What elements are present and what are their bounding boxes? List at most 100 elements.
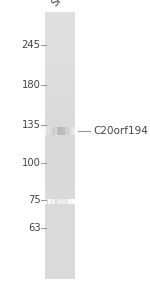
Bar xyxy=(45,116,75,119)
Bar xyxy=(63,127,64,135)
Bar xyxy=(66,199,67,204)
Bar xyxy=(61,127,62,135)
Bar xyxy=(45,159,75,161)
Bar xyxy=(45,244,75,246)
Bar xyxy=(45,41,75,43)
Bar xyxy=(61,127,62,135)
Bar xyxy=(56,199,57,204)
Bar xyxy=(58,199,59,204)
Bar xyxy=(45,257,75,259)
Bar xyxy=(45,230,75,232)
Bar xyxy=(50,127,51,135)
Bar xyxy=(65,199,66,204)
Bar xyxy=(45,23,75,25)
Bar xyxy=(45,177,75,179)
Bar xyxy=(58,127,59,135)
Bar xyxy=(45,221,75,223)
Bar xyxy=(45,168,75,170)
Text: SH-SY5Y: SH-SY5Y xyxy=(50,0,87,9)
Bar xyxy=(74,199,75,204)
Bar xyxy=(45,248,75,250)
Bar xyxy=(45,259,75,262)
Bar xyxy=(45,65,75,67)
Bar xyxy=(45,275,75,277)
Bar xyxy=(45,141,75,143)
Bar xyxy=(45,34,75,36)
Bar xyxy=(45,239,75,241)
Bar xyxy=(45,219,75,221)
Bar xyxy=(45,210,75,213)
Bar xyxy=(45,181,75,183)
Bar xyxy=(45,154,75,157)
Bar xyxy=(68,127,69,135)
Bar xyxy=(51,127,52,135)
Bar xyxy=(45,183,75,186)
Bar xyxy=(54,127,55,135)
Bar xyxy=(45,273,75,275)
Bar xyxy=(45,38,75,41)
Bar xyxy=(45,204,75,206)
Bar xyxy=(45,63,75,65)
Text: 75: 75 xyxy=(28,195,40,205)
Bar xyxy=(45,94,75,96)
Bar xyxy=(45,166,75,168)
Bar xyxy=(45,27,75,29)
Bar xyxy=(69,199,70,204)
Bar xyxy=(45,195,75,197)
Bar xyxy=(45,47,75,50)
Bar xyxy=(63,199,64,204)
Bar xyxy=(45,143,75,145)
Text: 63: 63 xyxy=(28,223,40,232)
Bar xyxy=(45,92,75,94)
Bar xyxy=(59,127,60,135)
Bar xyxy=(73,127,74,135)
Bar xyxy=(45,201,75,204)
Bar xyxy=(45,264,75,266)
Bar xyxy=(64,127,65,135)
Bar xyxy=(45,128,75,130)
Text: 100: 100 xyxy=(22,158,40,168)
Bar xyxy=(45,29,75,32)
Bar xyxy=(45,72,75,74)
Bar xyxy=(45,139,75,141)
Bar xyxy=(52,127,53,135)
Bar xyxy=(58,127,59,135)
Bar xyxy=(45,70,75,72)
Bar xyxy=(45,45,75,47)
Bar xyxy=(65,127,66,135)
Bar xyxy=(72,127,73,135)
Bar xyxy=(53,127,54,135)
Bar xyxy=(71,127,72,135)
Bar xyxy=(70,127,71,135)
Bar xyxy=(45,56,75,58)
Bar xyxy=(45,192,75,195)
Bar xyxy=(45,226,75,228)
Bar xyxy=(58,199,59,204)
Bar xyxy=(45,255,75,257)
Bar xyxy=(49,127,50,135)
Bar xyxy=(45,81,75,83)
Bar xyxy=(45,241,75,244)
Bar xyxy=(45,213,75,215)
Bar xyxy=(45,54,75,56)
Bar xyxy=(45,96,75,98)
Bar xyxy=(45,250,75,253)
Bar xyxy=(72,199,73,204)
Bar xyxy=(45,123,75,125)
Bar xyxy=(45,235,75,237)
Bar xyxy=(45,134,75,137)
Bar xyxy=(45,58,75,61)
Bar xyxy=(45,197,75,199)
Bar xyxy=(73,199,74,204)
Bar xyxy=(45,52,75,54)
Bar xyxy=(45,262,75,264)
Bar xyxy=(45,277,75,279)
Text: 245: 245 xyxy=(21,40,40,50)
Bar xyxy=(45,246,75,248)
Bar xyxy=(57,127,58,135)
Bar xyxy=(60,127,61,135)
Text: 180: 180 xyxy=(22,80,40,90)
Bar xyxy=(45,270,75,273)
Bar xyxy=(45,232,75,235)
Bar xyxy=(45,206,75,208)
